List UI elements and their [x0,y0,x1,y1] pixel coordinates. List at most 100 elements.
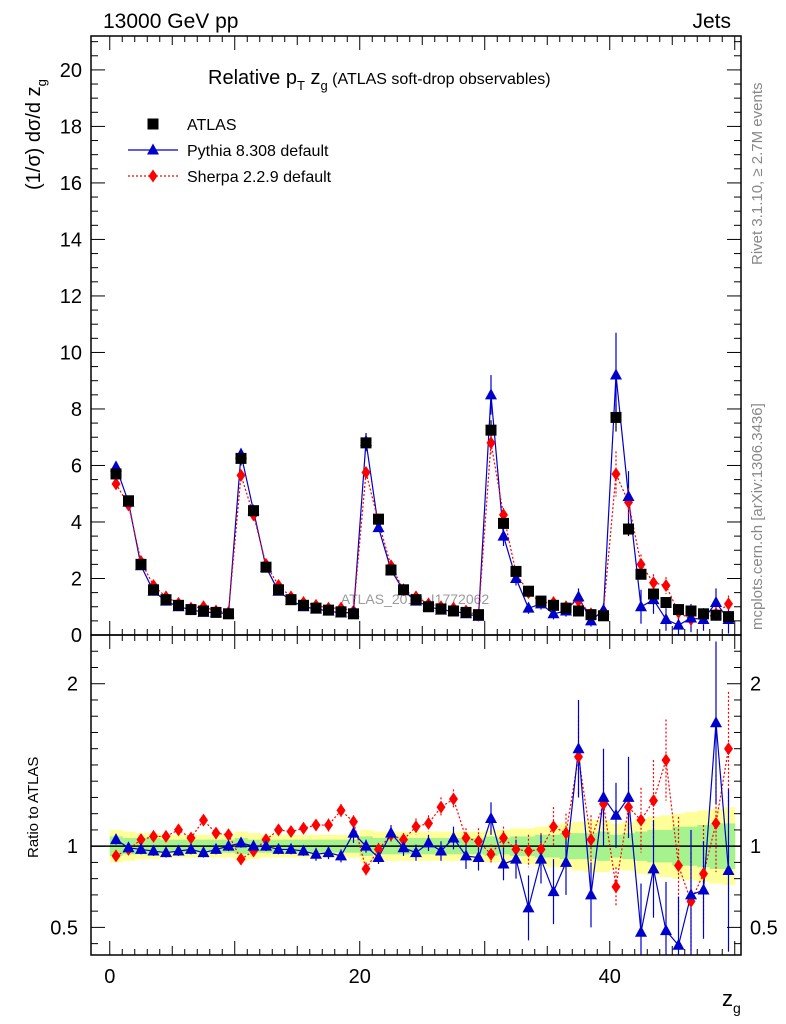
data-point [423,601,434,613]
ratio-point [447,831,460,843]
ratio-point [697,883,710,895]
ratio-point [224,828,233,842]
data-point [160,594,172,606]
ratio-point [324,818,333,832]
data-point [348,608,359,620]
ratio-point [135,842,147,854]
data-point [610,411,622,423]
ratio-point [111,849,121,863]
ratio-point [561,826,571,840]
ratio-point [274,823,283,837]
ratio-point [160,846,172,858]
data-point [298,599,309,611]
data-point [523,585,534,597]
ratio-point [149,829,158,843]
data-point [111,477,121,491]
data-point [273,584,284,596]
ratio-tick-label-left: 2 [67,674,78,696]
ratio-point [597,790,610,802]
ratio-point [486,847,496,861]
ratio-point [522,901,535,913]
data-point [685,611,697,623]
ratio-point [474,834,483,848]
data-point [724,597,733,611]
data-point [310,602,322,614]
ratio-point [174,823,183,837]
ratio-point [649,794,658,808]
ratio-point [549,820,558,834]
data-point [660,597,672,609]
ratio-point [560,855,572,867]
x-tick-label: 0 [104,966,115,988]
data-point [410,594,422,606]
ratio-point [622,790,635,802]
data-point [598,610,609,622]
x-tick-label: 20 [349,966,371,988]
ratio-point [172,844,185,856]
data-point [710,609,722,621]
ratio-point [122,841,135,853]
data-point [486,436,496,450]
data-point [210,606,222,618]
data-point [473,609,484,621]
data-point [435,603,447,615]
data-point [485,388,497,400]
data-point [248,505,259,517]
data-point [623,523,634,535]
x-axis-label: zg [722,986,741,1016]
ratio-point [360,839,372,851]
ratio-tick-label-left: 0.5 [50,917,78,939]
data-point [635,600,647,612]
ratio-point [710,716,722,728]
ratio-point [485,812,497,824]
legend-marker [147,118,159,130]
data-point [223,608,234,620]
data-point [710,596,722,608]
ratio-point [674,859,683,873]
ratio-point [472,851,485,863]
data-point [573,605,584,617]
ratio-point [335,849,347,861]
data-point [398,584,409,596]
ratio-axis-label: Ratio to ATLAS [25,757,42,858]
data-point [611,467,621,481]
data-point [510,565,522,577]
legend-item-pythia: Pythia 8.308 default [128,143,329,160]
ratio-tick-label-right: 2 [750,674,761,696]
data-point [572,590,585,602]
ratio-point [585,888,597,900]
y-tick-label: 0 [71,625,82,647]
ratio-point [536,842,546,856]
ratio-point [574,750,583,764]
ratio-point [349,815,358,829]
ratio-point [399,833,408,847]
data-point [185,604,197,616]
data-point [460,606,472,618]
ratio-point [361,862,371,876]
ratio-point [210,842,222,854]
ratio-point [285,842,297,854]
y-tick-label: 20 [60,60,82,82]
ratio-point [424,816,433,830]
ratio-tick-label-right: 1 [750,836,761,858]
ratio-point [449,792,458,806]
ratio-point [660,924,672,936]
chart-title: Relative pT zg (ATLAS soft-drop observab… [208,67,551,93]
data-point [698,608,709,620]
ratio-point [222,839,235,851]
side-text-mcplots: mcplots.cern.ch [arXiv:1306.3436] [749,403,766,630]
data-point [610,368,622,380]
ratio-point [624,800,633,814]
ratio-point [410,846,422,858]
ratio-tick-label-right: 0.5 [750,917,778,939]
y-tick-label: 16 [60,173,82,195]
data-point [385,564,397,576]
ratio-point [372,851,385,863]
data-point [510,571,522,583]
ratio-point [685,888,697,900]
ratio-point [322,846,335,858]
ratio-point [411,820,421,834]
ratio-point [299,821,308,835]
data-point [649,576,658,590]
data-point [548,599,559,611]
